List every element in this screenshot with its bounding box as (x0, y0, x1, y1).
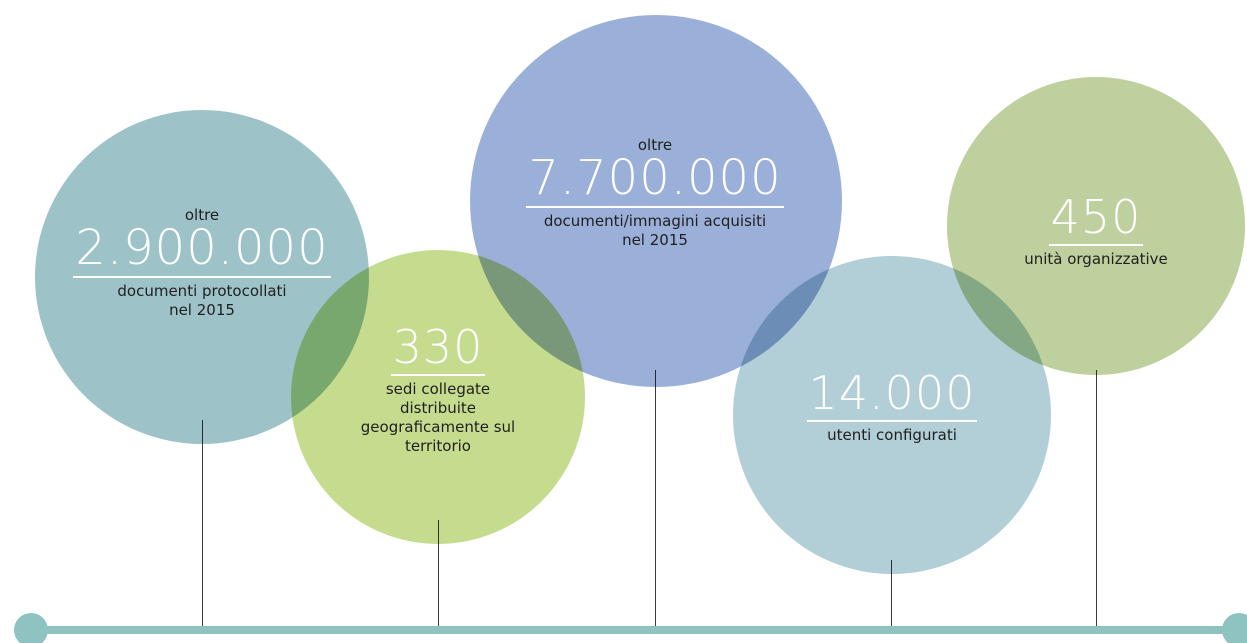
stat-configured-users: 14.000 utenti configurati (762, 370, 1022, 445)
stat-connected-sites: 330 sedi collegate distribuite geografic… (318, 324, 558, 456)
stem-line (891, 560, 892, 628)
stat-documents-protocolled: oltre 2.900.000 documenti protocollati n… (62, 206, 342, 320)
stat-prefix: oltre (184, 206, 220, 224)
stat-description: documenti/immagini acquisiti nel 2015 (543, 212, 767, 249)
stat-value: 14.000 (806, 366, 978, 422)
stat-description: unità organizzative (1024, 250, 1168, 268)
stem-line (655, 370, 656, 628)
stem-line (1096, 370, 1097, 628)
stem-line (202, 420, 203, 628)
timeline-bar (28, 626, 1244, 634)
stat-value: 450 (1048, 190, 1144, 246)
stat-description: sedi collegate distribuite geograficamen… (360, 380, 516, 455)
circle-organizational-units (947, 77, 1245, 375)
stat-value: 2.900.000 (73, 220, 331, 278)
stat-prefix: oltre (637, 136, 673, 154)
timeline-start-dot (14, 613, 48, 643)
timeline-end-dot (1222, 613, 1247, 643)
stat-description: documenti protocollati nel 2015 (117, 282, 287, 319)
stat-value: 7.700.000 (526, 150, 784, 208)
stat-documents-acquired: oltre 7.700.000 documenti/immagini acqui… (500, 136, 810, 250)
stat-organizational-units: 450 unità organizzative (976, 194, 1216, 269)
stem-line (438, 520, 439, 628)
stat-value: 330 (390, 320, 486, 376)
stat-description: utenti configurati (827, 426, 957, 444)
